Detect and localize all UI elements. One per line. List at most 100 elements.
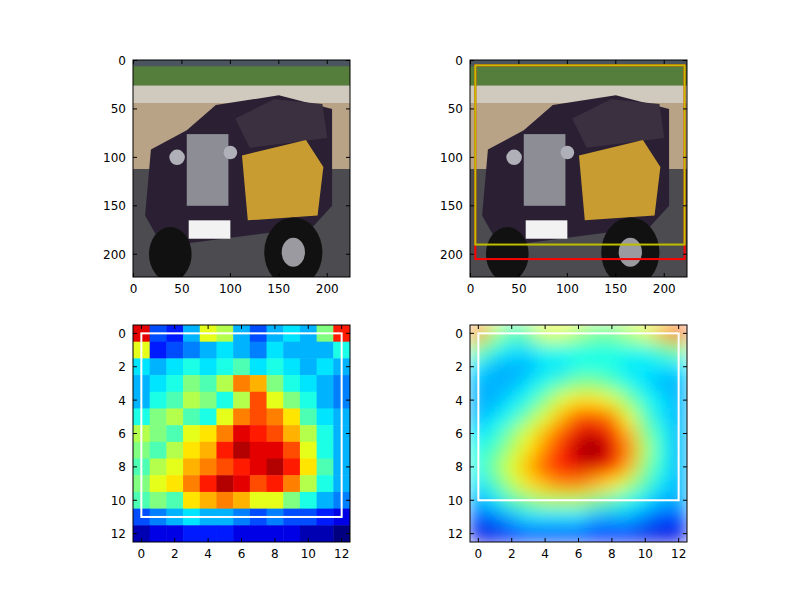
heatmap-cell bbox=[620, 408, 637, 425]
heatmap-cell bbox=[570, 425, 587, 442]
heatmap-cell bbox=[233, 342, 250, 359]
heatmap-cell bbox=[553, 392, 570, 409]
tick bbox=[683, 533, 687, 534]
tick bbox=[141, 325, 142, 329]
heatmap-cell bbox=[150, 358, 167, 375]
heatmap-cell bbox=[283, 442, 300, 459]
tick bbox=[683, 205, 687, 206]
heatmap-cell bbox=[216, 525, 233, 542]
heatmap-cell bbox=[233, 492, 250, 509]
tick-label: 200 bbox=[653, 282, 676, 296]
tick bbox=[230, 60, 231, 64]
heatmap-cell bbox=[233, 475, 250, 492]
heatmap-cell bbox=[317, 408, 334, 425]
heatmap-cell bbox=[150, 475, 167, 492]
photo-plate bbox=[189, 220, 231, 238]
heatmap-cell bbox=[637, 375, 654, 392]
tick bbox=[346, 254, 350, 255]
tick bbox=[615, 273, 616, 277]
heatmap-cell bbox=[183, 408, 200, 425]
tick bbox=[645, 538, 646, 542]
heatmap-cell bbox=[250, 475, 267, 492]
heatmap-cell bbox=[267, 525, 284, 542]
tick-label: 0 bbox=[455, 54, 463, 68]
tick-label: 2 bbox=[171, 547, 179, 561]
heatmap-cell bbox=[317, 442, 334, 459]
tick-label: 150 bbox=[604, 282, 627, 296]
heatmap-cell bbox=[587, 442, 604, 459]
heatmap-cell bbox=[604, 358, 621, 375]
tick bbox=[578, 538, 579, 542]
tick-label: 0 bbox=[118, 54, 126, 68]
tick-label: 10 bbox=[111, 494, 126, 508]
heatmap-cell bbox=[267, 492, 284, 509]
tick bbox=[346, 533, 350, 534]
heatmap-cell bbox=[300, 342, 317, 359]
tick bbox=[683, 254, 687, 255]
heatmap-cell bbox=[520, 342, 537, 359]
tick bbox=[278, 273, 279, 277]
tick bbox=[141, 538, 142, 542]
heatmap-cell bbox=[487, 459, 504, 476]
photo-wheel bbox=[149, 227, 192, 277]
heatmap-cell bbox=[233, 459, 250, 476]
heatmap-cell bbox=[637, 475, 654, 492]
heatmap-cell bbox=[553, 342, 570, 359]
heatmap-cell bbox=[216, 475, 233, 492]
tick bbox=[678, 325, 679, 329]
heatmap-cell bbox=[150, 425, 167, 442]
tick bbox=[470, 60, 474, 61]
photo-ground bbox=[470, 60, 687, 277]
tick bbox=[683, 433, 687, 434]
heatmap-cell bbox=[537, 425, 554, 442]
heatmap-cell bbox=[620, 375, 637, 392]
tick-label: 100 bbox=[219, 282, 242, 296]
tick bbox=[327, 60, 328, 64]
heatmap-cell bbox=[317, 375, 334, 392]
heatmap-cell bbox=[604, 509, 621, 526]
heatmap-cell bbox=[233, 442, 250, 459]
panel: 024681012024681012 bbox=[111, 325, 351, 561]
heatmap-cell bbox=[150, 442, 167, 459]
heatmap-cell bbox=[250, 492, 267, 509]
photo-car-seat bbox=[572, 99, 664, 147]
tick bbox=[133, 500, 137, 501]
heatmap-cell bbox=[150, 408, 167, 425]
tick bbox=[478, 325, 479, 329]
heatmap-cell bbox=[283, 475, 300, 492]
tick bbox=[518, 60, 519, 64]
heatmap-cell bbox=[267, 459, 284, 476]
heatmap-cell bbox=[537, 509, 554, 526]
heatmap-cell bbox=[520, 392, 537, 409]
heatmap-cell bbox=[267, 408, 284, 425]
heatmap-cell bbox=[200, 375, 217, 392]
heatmap-cell bbox=[487, 442, 504, 459]
tick-label: 12 bbox=[448, 527, 463, 541]
tick-label: 10 bbox=[448, 494, 463, 508]
heatmap-cell bbox=[283, 408, 300, 425]
tick bbox=[133, 205, 137, 206]
heatmap-cell bbox=[183, 442, 200, 459]
panel: 024681012024681012 bbox=[448, 325, 688, 561]
heatmap-cell bbox=[250, 459, 267, 476]
heatmap-cell bbox=[250, 375, 267, 392]
heatmap-cell bbox=[317, 392, 334, 409]
heatmap-cell bbox=[233, 392, 250, 409]
heatmap-cell bbox=[487, 408, 504, 425]
tick-label: 0 bbox=[467, 282, 475, 296]
heatmap-cell bbox=[317, 425, 334, 442]
heatmap-cell bbox=[166, 425, 183, 442]
heatmap-cell bbox=[216, 342, 233, 359]
heatmap-cell bbox=[637, 442, 654, 459]
tick bbox=[327, 273, 328, 277]
heatmap-cell bbox=[166, 492, 183, 509]
tick-label: 0 bbox=[118, 327, 126, 341]
heatmap-cell bbox=[553, 425, 570, 442]
tick-label: 12 bbox=[334, 547, 349, 561]
photo-headlight bbox=[561, 146, 575, 160]
heatmap-cell bbox=[150, 375, 167, 392]
heatmap-cell bbox=[637, 392, 654, 409]
heatmap-cell bbox=[637, 509, 654, 526]
tick bbox=[133, 333, 137, 334]
tick-label: 100 bbox=[440, 151, 463, 165]
